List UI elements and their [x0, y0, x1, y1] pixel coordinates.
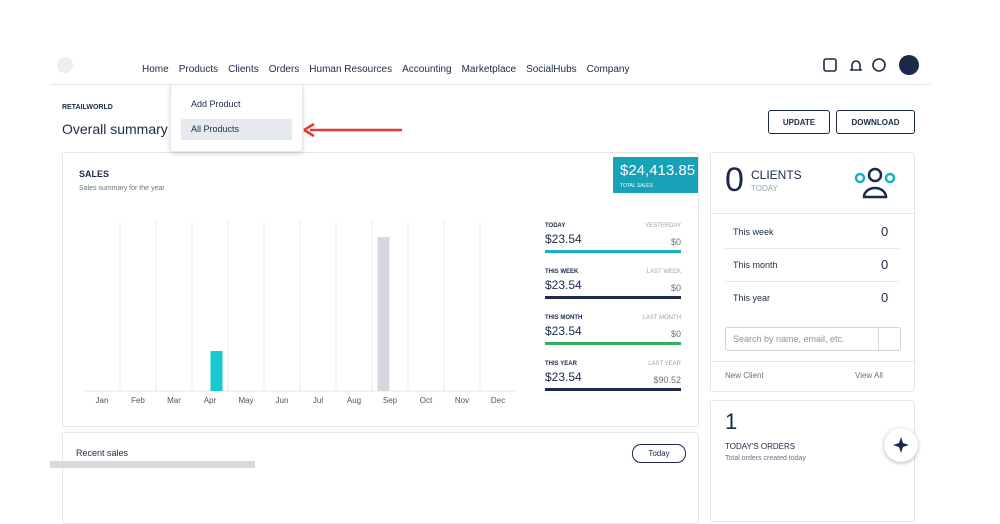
- stat-compare-label: YESTERDAY: [645, 223, 681, 229]
- search-box[interactable]: Search by name, email, etc.: [725, 327, 901, 351]
- stat-value: $23.54: [545, 370, 582, 384]
- recent-card: Recent sales Today: [62, 432, 699, 524]
- x-tick-label: Jun: [276, 396, 289, 405]
- logo[interactable]: [57, 57, 73, 73]
- avatar[interactable]: [899, 55, 919, 75]
- stat-compare-value: $0: [671, 237, 681, 247]
- x-tick-label: Sep: [383, 396, 398, 405]
- x-tick-label: Jul: [313, 396, 323, 405]
- row-divider: [725, 281, 899, 282]
- stat-bar: [545, 342, 681, 345]
- bar: [211, 351, 223, 391]
- nav: Home Products Clients Orders Human Resources…: [142, 59, 639, 77]
- stat-label: THIS YEAR: [545, 361, 577, 367]
- sales-card: SALES Sales summary for the year $24,413…: [62, 152, 699, 427]
- x-tick-label: Apr: [204, 396, 217, 405]
- stat-compare-value: $0: [671, 329, 681, 339]
- nav-item[interactable]: Human Resources: [309, 64, 392, 75]
- stat-compare-value: $0: [671, 283, 681, 293]
- update-button[interactable]: UPDATE: [768, 110, 830, 134]
- page: Home Products Clients Orders Human Resources…: [0, 0, 1000, 500]
- x-tick-label: Dec: [491, 396, 505, 405]
- download-button[interactable]: DOWNLOAD: [836, 110, 915, 134]
- view-all[interactable]: View All: [855, 371, 883, 380]
- nav-item[interactable]: Orders: [269, 64, 300, 75]
- orders-count: 1: [725, 409, 737, 435]
- stat-label: THIS WEEK: [545, 269, 578, 275]
- nav-item[interactable]: SocialHubs: [526, 64, 577, 75]
- orders-sublabel: Total orders created today: [725, 455, 806, 462]
- stat-value: $23.54: [545, 324, 582, 338]
- x-tick-label: Mar: [167, 396, 181, 405]
- x-tick-label: Nov: [455, 396, 469, 405]
- bar: [378, 237, 390, 391]
- client-row-label: This year: [733, 293, 770, 303]
- help-icon[interactable]: [873, 59, 885, 71]
- orders-card: 1 TODAY'S ORDERS Total orders created to…: [710, 400, 915, 522]
- client-row-value: 0: [881, 257, 888, 272]
- clients-count: 0: [725, 161, 744, 200]
- stat-value: $23.54: [545, 232, 582, 246]
- nav-item[interactable]: Clients: [228, 64, 259, 75]
- stat-compare-label: LAST YEAR: [648, 361, 681, 367]
- client-row-label: This week: [733, 227, 774, 237]
- client-row-value: 0: [881, 290, 888, 305]
- annotation-arrow: [302, 122, 404, 138]
- nav-item[interactable]: Home: [142, 64, 169, 75]
- client-row-value: 0: [881, 224, 888, 239]
- nav-item[interactable]: Company: [587, 64, 630, 75]
- stat: THIS YEAR LAST YEAR $23.54 $90.52: [545, 361, 681, 401]
- row-divider: [725, 248, 899, 249]
- clients-label: CLIENTS: [751, 168, 802, 182]
- client-row-label: This month: [733, 260, 778, 270]
- dropdown-item[interactable]: Add Product: [191, 99, 241, 109]
- stat-label: TODAY: [545, 223, 565, 229]
- stat-value: $23.54: [545, 278, 582, 292]
- search-placeholder: Search by name, email, etc.: [733, 334, 845, 344]
- products-dropdown: Add Product All Products: [170, 84, 303, 152]
- stat-bar: [545, 296, 681, 299]
- stat-bar: [545, 250, 681, 253]
- x-tick-label: Feb: [131, 396, 145, 405]
- page-title: Overall summary: [62, 121, 168, 137]
- stat-label: THIS MONTH: [545, 315, 582, 321]
- notes-icon[interactable]: [824, 59, 836, 71]
- toolbar-icons: [820, 55, 920, 77]
- breadcrumb: RETAILWORLD: [62, 104, 113, 111]
- clients-card: 0 CLIENTS TODAY This week 0 This month 0 Thi…: [710, 152, 915, 392]
- today-button[interactable]: Today: [632, 444, 686, 463]
- x-tick-label: May: [238, 396, 253, 405]
- dropdown-item[interactable]: All Products: [191, 124, 239, 134]
- clients-icon: [851, 165, 899, 201]
- stat-compare-value: $90.52: [653, 375, 681, 385]
- assistant-button[interactable]: [884, 428, 918, 462]
- scrollbar: [50, 461, 255, 468]
- x-tick-label: Jan: [96, 396, 109, 405]
- orders-label: TODAY'S ORDERS: [725, 442, 795, 451]
- clients-sublabel: TODAY: [751, 184, 778, 193]
- stat-compare-label: LAST MONTH: [642, 315, 681, 321]
- stat: THIS WEEK LAST WEEK $23.54 $0: [545, 269, 681, 309]
- nav-item[interactable]: Products: [179, 64, 218, 75]
- stat: TODAY YESTERDAY $23.54 $0: [545, 223, 681, 263]
- stat-compare-label: LAST WEEK: [647, 269, 681, 275]
- x-tick-label: Aug: [347, 396, 361, 405]
- new-client[interactable]: New Client: [725, 371, 764, 380]
- nav-item[interactable]: Marketplace: [462, 64, 516, 75]
- stat-bar: [545, 388, 681, 391]
- stat: THIS MONTH LAST MONTH $23.54 $0: [545, 315, 681, 355]
- recent-title: Recent sales: [76, 448, 128, 458]
- bell-icon[interactable]: [850, 61, 862, 70]
- x-tick-label: Oct: [420, 396, 433, 405]
- nav-item[interactable]: Accounting: [402, 64, 451, 75]
